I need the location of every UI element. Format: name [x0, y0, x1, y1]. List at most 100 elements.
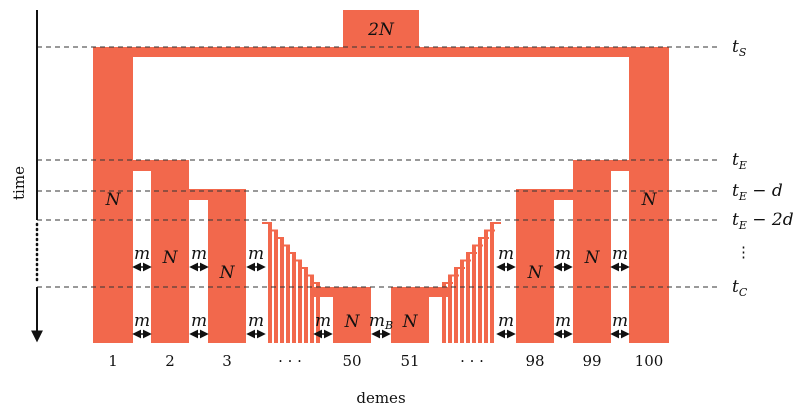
deme-3-size-label: N	[219, 263, 236, 283]
deme-100-block	[629, 47, 669, 343]
deme-label: 51	[400, 352, 419, 370]
intermediate-deme-stripe	[442, 282, 446, 343]
migration-98-99-lower: m	[553, 311, 573, 339]
deme-label: · · ·	[278, 352, 302, 370]
deme-labels: 1 2 3 · · · 50 51 · · · 98 99 100	[108, 352, 663, 370]
intermediate-deme-stripe	[280, 237, 284, 343]
migration-label: m	[498, 244, 514, 264]
t-e-label: tE	[732, 150, 747, 172]
migration-99-100-lower: m	[610, 311, 630, 339]
split-bar	[93, 47, 669, 57]
intermediate-deme-ledge	[458, 267, 465, 269]
right-intermediate-demes	[442, 222, 501, 343]
intermediate-deme-ledge	[310, 282, 317, 284]
t-s-label: tS	[732, 37, 747, 59]
intermediate-deme-ledge	[286, 252, 293, 254]
intermediate-deme-stripe	[310, 274, 314, 343]
deme-3-block	[208, 189, 246, 343]
migration-label: m	[555, 244, 571, 264]
deme-2-size-label: N	[162, 248, 179, 268]
deme-98-size-label: N	[527, 263, 544, 283]
intermediate-deme-stripe	[472, 244, 476, 343]
deme-label: · · ·	[460, 352, 484, 370]
intermediate-deme-ledge	[280, 244, 287, 247]
migration-99-100-upper: m	[610, 244, 630, 272]
intermediate-deme-stripe	[490, 222, 494, 343]
bottleneck-migration-label: mB	[369, 311, 393, 332]
intermediate-deme-stripe	[448, 274, 452, 343]
migration-1-2-upper: m	[132, 244, 152, 272]
deme-label: 99	[582, 352, 601, 370]
migration-2-3-lower: m	[189, 311, 209, 339]
intermediate-deme-stripe	[466, 252, 470, 343]
migration-49-50-lower: m	[313, 311, 333, 339]
intermediate-deme-ledge	[494, 222, 501, 224]
time-axis: time	[10, 10, 43, 343]
intermediate-deme-ledge	[488, 229, 495, 232]
deme-51-size-label: N	[402, 312, 419, 332]
deme-1-block	[93, 47, 133, 343]
migration-label: m	[612, 244, 628, 264]
migration-97-98-lower: m	[496, 311, 516, 339]
deme-99-size-label: N	[584, 248, 601, 268]
deme-label: 3	[222, 352, 232, 370]
intermediate-deme-stripe	[454, 267, 458, 343]
time-marker-labels: tS tE tE − d tE − 2d ⋮ tC	[732, 37, 794, 299]
ancestral-population	[343, 10, 419, 47]
deme-label: 50	[342, 352, 361, 370]
intermediate-deme-ledge	[452, 274, 459, 277]
intermediate-deme-stripe	[268, 222, 272, 343]
ancestral-size-label: 2N	[367, 20, 395, 40]
intermediate-deme-stripe	[304, 267, 308, 343]
migration-label: m	[498, 311, 514, 331]
migration-label: m	[191, 244, 207, 264]
left-intermediate-demes	[262, 222, 320, 343]
intermediate-deme-stripe	[298, 259, 302, 343]
migration-2-3-upper: m	[189, 244, 209, 272]
migration-label: m	[248, 244, 264, 264]
time-lines	[37, 46, 718, 288]
migration-label: m	[134, 311, 150, 331]
deme-label: 100	[635, 352, 664, 370]
t-c-label: tC	[732, 277, 748, 299]
deme-label: 2	[165, 352, 175, 370]
migration-3-4-upper: m	[246, 244, 266, 272]
migration-98-99-upper: m	[553, 244, 573, 272]
intermediate-deme-stripe	[286, 244, 290, 343]
intermediate-deme-stripe	[316, 282, 320, 343]
intermediate-deme-stripe	[460, 259, 464, 343]
intermediate-deme-stripe	[292, 252, 296, 343]
migration-label: m	[248, 311, 264, 331]
deme-50-block	[333, 287, 371, 343]
migration-label: m	[612, 311, 628, 331]
intermediate-deme-ledge	[304, 274, 311, 277]
intermediate-deme-ledge	[482, 237, 489, 239]
time-axis-label: time	[10, 166, 28, 200]
intermediate-deme-stripe	[274, 229, 278, 343]
migration-50-51-bottleneck: mB	[369, 311, 393, 339]
migration-97-98-upper: m	[496, 244, 516, 272]
t-e-2d-label: tE − 2d	[732, 210, 794, 232]
intermediate-deme-stripe	[484, 229, 488, 343]
migration-label: m	[555, 311, 571, 331]
deme-label: 98	[525, 352, 544, 370]
migration-label: m	[315, 311, 331, 331]
deme-100-size-label: N	[641, 190, 658, 210]
x-axis-label: demes	[356, 389, 405, 407]
deme-1-size-label: N	[105, 190, 122, 210]
deme-51-block	[391, 287, 429, 343]
intermediate-deme-ledge	[464, 259, 471, 262]
intermediate-deme-ledge	[446, 282, 453, 284]
intermediate-deme-stripe	[478, 237, 482, 343]
intermediate-deme-ledge	[476, 244, 483, 247]
intermediate-deme-ledge	[298, 267, 305, 269]
intermediate-deme-ledge	[470, 252, 477, 254]
intermediate-deme-ledge	[262, 222, 269, 224]
vertical-ellipsis: ⋮	[736, 243, 751, 261]
deme-98-block	[516, 189, 554, 343]
migration-3-4-lower: m	[246, 311, 266, 339]
migration-label: m	[134, 244, 150, 264]
deme-label: 1	[108, 352, 118, 370]
t-e-d-label: tE − d	[732, 181, 783, 203]
